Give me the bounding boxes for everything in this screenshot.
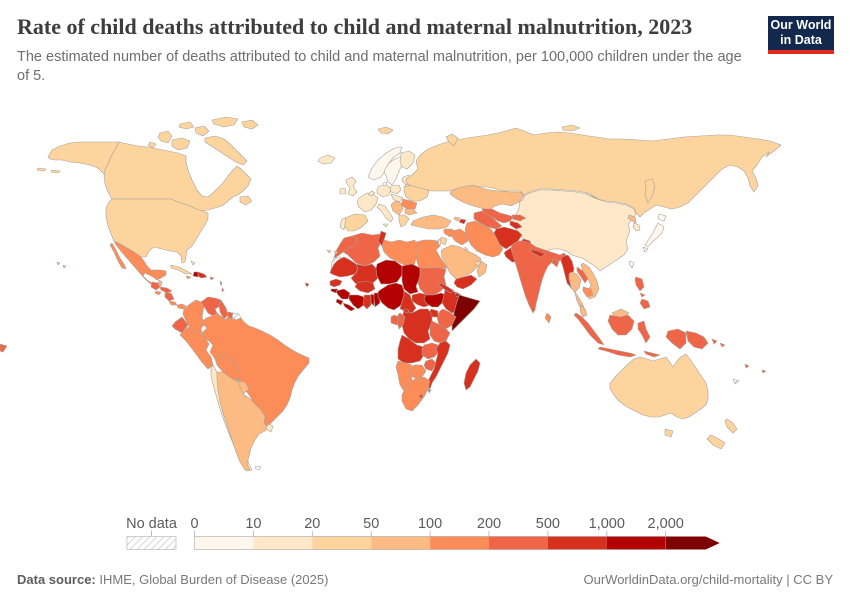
svg-text:20: 20 <box>304 516 320 532</box>
svg-text:1,000: 1,000 <box>589 516 625 532</box>
svg-text:2,000: 2,000 <box>648 516 684 532</box>
svg-text:10: 10 <box>245 516 261 532</box>
svg-text:No data: No data <box>126 516 178 532</box>
svg-text:50: 50 <box>363 516 379 532</box>
svg-text:500: 500 <box>536 516 560 532</box>
svg-text:100: 100 <box>418 516 442 532</box>
svg-text:0: 0 <box>190 516 198 532</box>
svg-text:200: 200 <box>477 516 501 532</box>
